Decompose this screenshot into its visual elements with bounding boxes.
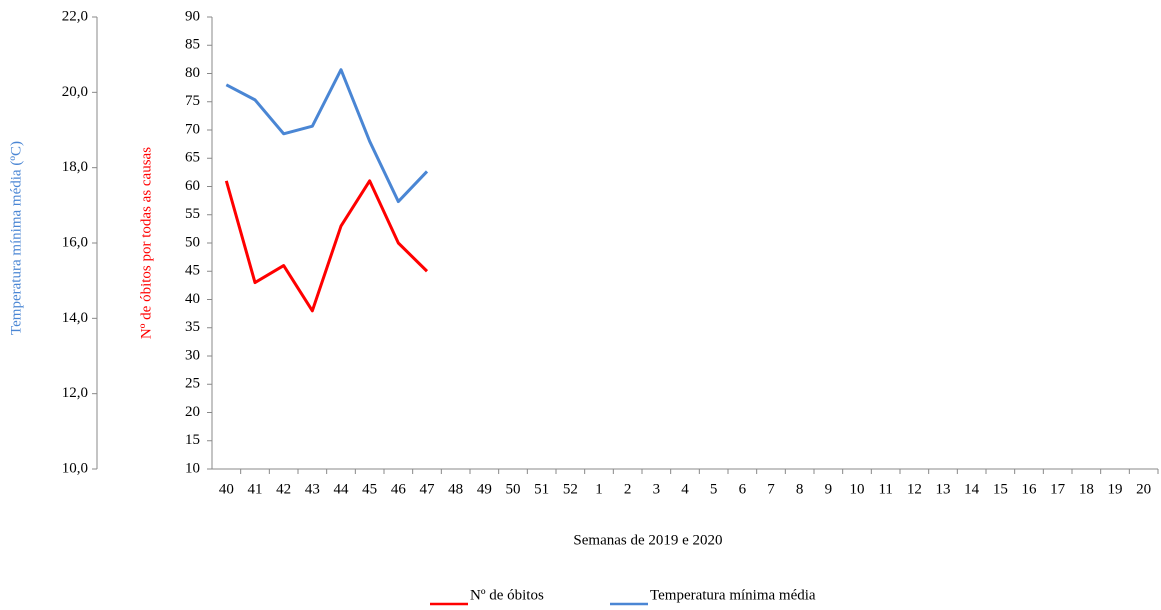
x-tick-label: 51 bbox=[534, 481, 549, 497]
x-tick-label: 8 bbox=[796, 481, 804, 497]
y2-axis-label: Temperatura mínima média (ºC) bbox=[8, 141, 24, 335]
y2-tick-label: 12,0 bbox=[62, 385, 88, 401]
y-tick-label: 65 bbox=[185, 150, 200, 166]
x-tick-label: 42 bbox=[276, 481, 291, 497]
y-tick-label: 15 bbox=[185, 432, 200, 448]
x-tick-label: 7 bbox=[767, 481, 775, 497]
y-tick-label: 75 bbox=[185, 93, 200, 109]
y-tick-label: 35 bbox=[185, 319, 200, 335]
x-tick-label: 6 bbox=[739, 481, 747, 497]
x-tick-label: 50 bbox=[506, 481, 521, 497]
x-tick-label: 20 bbox=[1136, 481, 1151, 497]
series-line bbox=[224, 179, 429, 313]
y-axis-label: Nº de óbitos por todas as causas bbox=[138, 147, 154, 339]
y2-tick-label: 20,0 bbox=[62, 84, 88, 100]
legend-label: Nº de óbitos bbox=[470, 587, 544, 603]
x-tick-label: 44 bbox=[334, 481, 350, 497]
x-tick-label: 5 bbox=[710, 481, 718, 497]
x-tick-label: 40 bbox=[219, 481, 234, 497]
x-tick-label: 47 bbox=[420, 481, 436, 497]
x-tick-label: 46 bbox=[391, 481, 407, 497]
x-tick-label: 19 bbox=[1108, 481, 1123, 497]
legend-label: Temperatura mínima média bbox=[650, 587, 816, 603]
y-tick-label: 25 bbox=[185, 376, 200, 392]
x-tick-label: 12 bbox=[907, 481, 922, 497]
x-tick-label: 49 bbox=[477, 481, 492, 497]
y2-tick-label: 16,0 bbox=[62, 234, 88, 250]
x-tick-label: 48 bbox=[448, 481, 463, 497]
series-line bbox=[225, 68, 429, 204]
x-tick-label: 3 bbox=[653, 481, 661, 497]
x-tick-label: 15 bbox=[993, 481, 1008, 497]
y-tick-label: 80 bbox=[185, 65, 200, 81]
y2-tick-label: 10,0 bbox=[62, 460, 88, 476]
y-tick-label: 50 bbox=[185, 234, 200, 250]
y2-tick-label: 14,0 bbox=[62, 310, 88, 326]
x-tick-label: 11 bbox=[878, 481, 892, 497]
x-tick-label: 10 bbox=[850, 481, 865, 497]
y-tick-label: 20 bbox=[185, 404, 200, 420]
x-tick-label: 1 bbox=[595, 481, 603, 497]
x-tick-label: 2 bbox=[624, 481, 632, 497]
y-tick-label: 45 bbox=[185, 263, 200, 279]
y-tick-label: 30 bbox=[185, 347, 200, 363]
y-tick-label: 90 bbox=[185, 8, 200, 24]
y2-tick-label: 22,0 bbox=[62, 8, 88, 24]
x-tick-label: 17 bbox=[1050, 481, 1066, 497]
x-tick-label: 4 bbox=[681, 481, 689, 497]
x-tick-label: 18 bbox=[1079, 481, 1094, 497]
y-tick-label: 10 bbox=[185, 460, 200, 476]
x-tick-label: 41 bbox=[248, 481, 263, 497]
x-tick-label: 13 bbox=[936, 481, 951, 497]
x-axis-label: Semanas de 2019 e 2020 bbox=[573, 532, 722, 548]
x-tick-label: 45 bbox=[362, 481, 377, 497]
y-tick-label: 70 bbox=[185, 121, 200, 137]
y-tick-label: 55 bbox=[185, 206, 200, 222]
x-tick-label: 14 bbox=[964, 481, 980, 497]
y-tick-label: 85 bbox=[185, 37, 200, 53]
x-tick-label: 16 bbox=[1022, 481, 1038, 497]
y-tick-label: 60 bbox=[185, 178, 200, 194]
x-tick-label: 9 bbox=[825, 481, 833, 497]
x-tick-label: 43 bbox=[305, 481, 320, 497]
x-tick-label: 52 bbox=[563, 481, 578, 497]
y-tick-label: 40 bbox=[185, 291, 200, 307]
y2-tick-label: 18,0 bbox=[62, 159, 88, 175]
